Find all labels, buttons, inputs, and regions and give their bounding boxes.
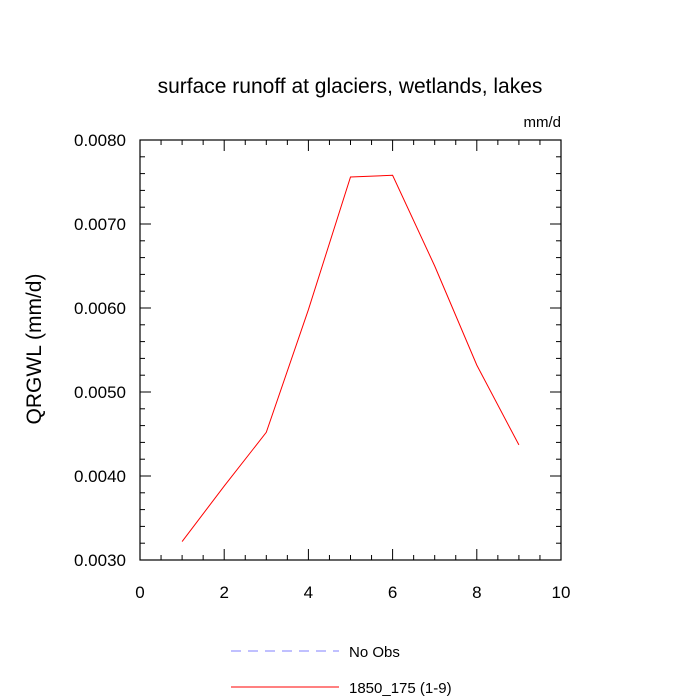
x-tick-label: 10: [552, 583, 571, 602]
x-tick-label: 8: [472, 583, 481, 602]
x-tick-label: 6: [388, 583, 397, 602]
units-label: mm/d: [524, 114, 562, 131]
legend-label: 1850_175 (1-9): [349, 680, 452, 697]
plot-series: [181, 174, 520, 542]
y-tick-label: 0.0050: [74, 383, 126, 402]
y-tick-label: 0.0070: [74, 215, 126, 234]
y-tick-label: 0.0040: [74, 467, 126, 486]
y-tick-label: 0.0030: [74, 551, 126, 570]
y-axis-label: QRGWL (mm/d): [23, 274, 46, 425]
legend-label: No Obs: [349, 644, 400, 661]
y-tick-label: 0.0080: [74, 131, 126, 150]
y-tick-label: 0.0060: [74, 299, 126, 318]
chart-title: surface runoff at glaciers, wetlands, la…: [158, 75, 543, 98]
x-tick-label: 0: [135, 583, 144, 602]
legend: No Obs 1850_175 (1-9): [231, 644, 452, 697]
x-tick-label: 4: [304, 583, 313, 602]
plot-frame: [139, 139, 562, 561]
x-tick-label: 2: [219, 583, 228, 602]
axis-tick-labels: 0 2 4 6 8 10 0.0030 0.0040 0.0050 0.0060 0.0070 0.0…: [74, 131, 570, 602]
axis-ticks: [139, 139, 562, 561]
series-line: [181, 174, 520, 542]
